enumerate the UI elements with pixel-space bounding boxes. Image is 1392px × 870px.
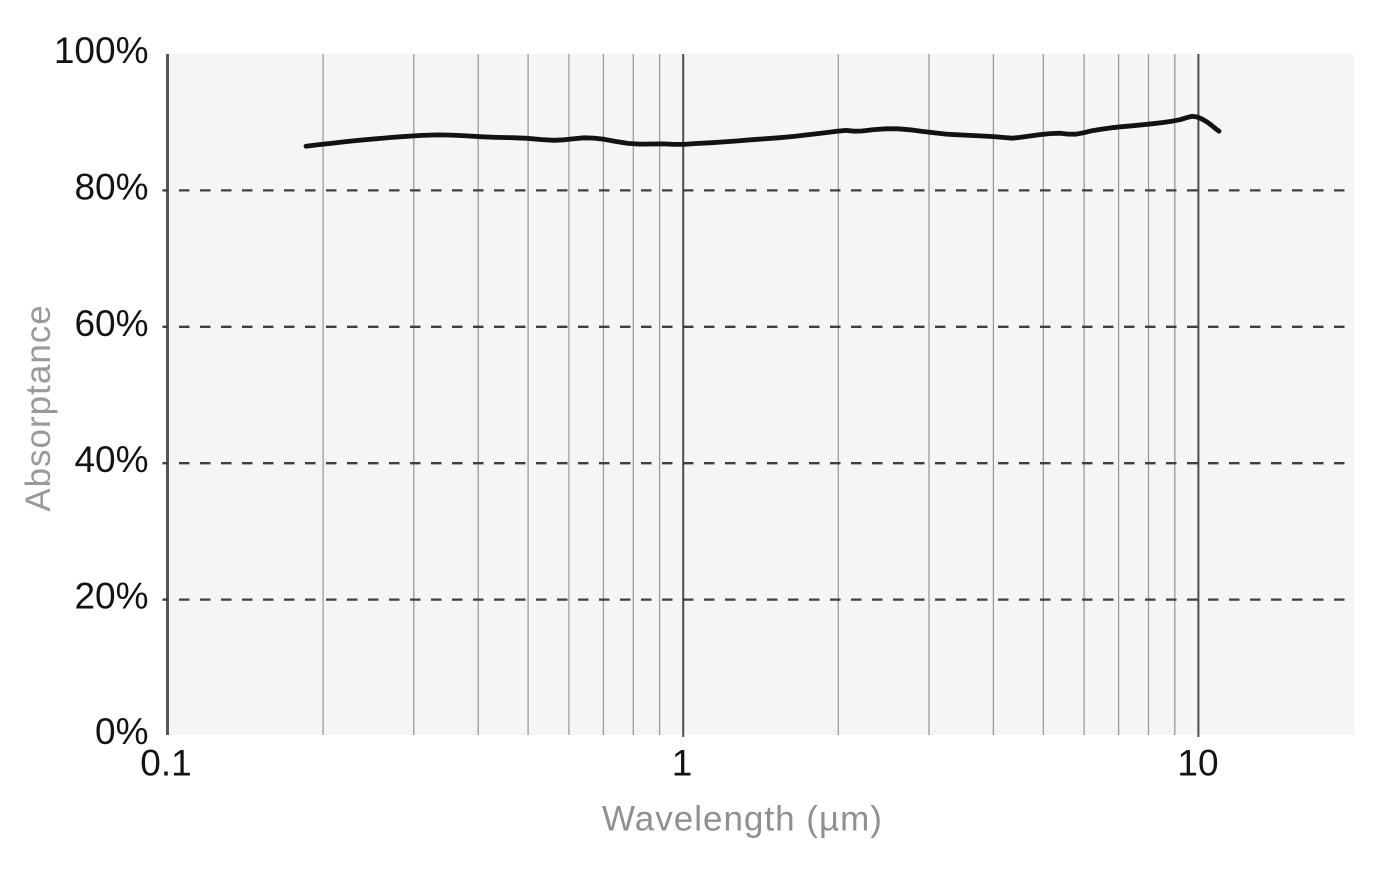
svg-text:20%: 20% [74, 576, 148, 617]
svg-text:0.1: 0.1 [140, 743, 191, 784]
svg-text:Wavelength (µm): Wavelength (µm) [602, 800, 883, 839]
svg-text:100%: 100% [54, 30, 149, 71]
svg-text:40%: 40% [74, 439, 148, 480]
svg-text:80%: 80% [74, 166, 148, 207]
svg-text:10: 10 [1177, 743, 1218, 784]
svg-text:60%: 60% [74, 303, 148, 344]
svg-text:Absorptance: Absorptance [19, 304, 58, 512]
svg-text:0%: 0% [95, 711, 148, 752]
svg-text:1: 1 [672, 743, 693, 784]
